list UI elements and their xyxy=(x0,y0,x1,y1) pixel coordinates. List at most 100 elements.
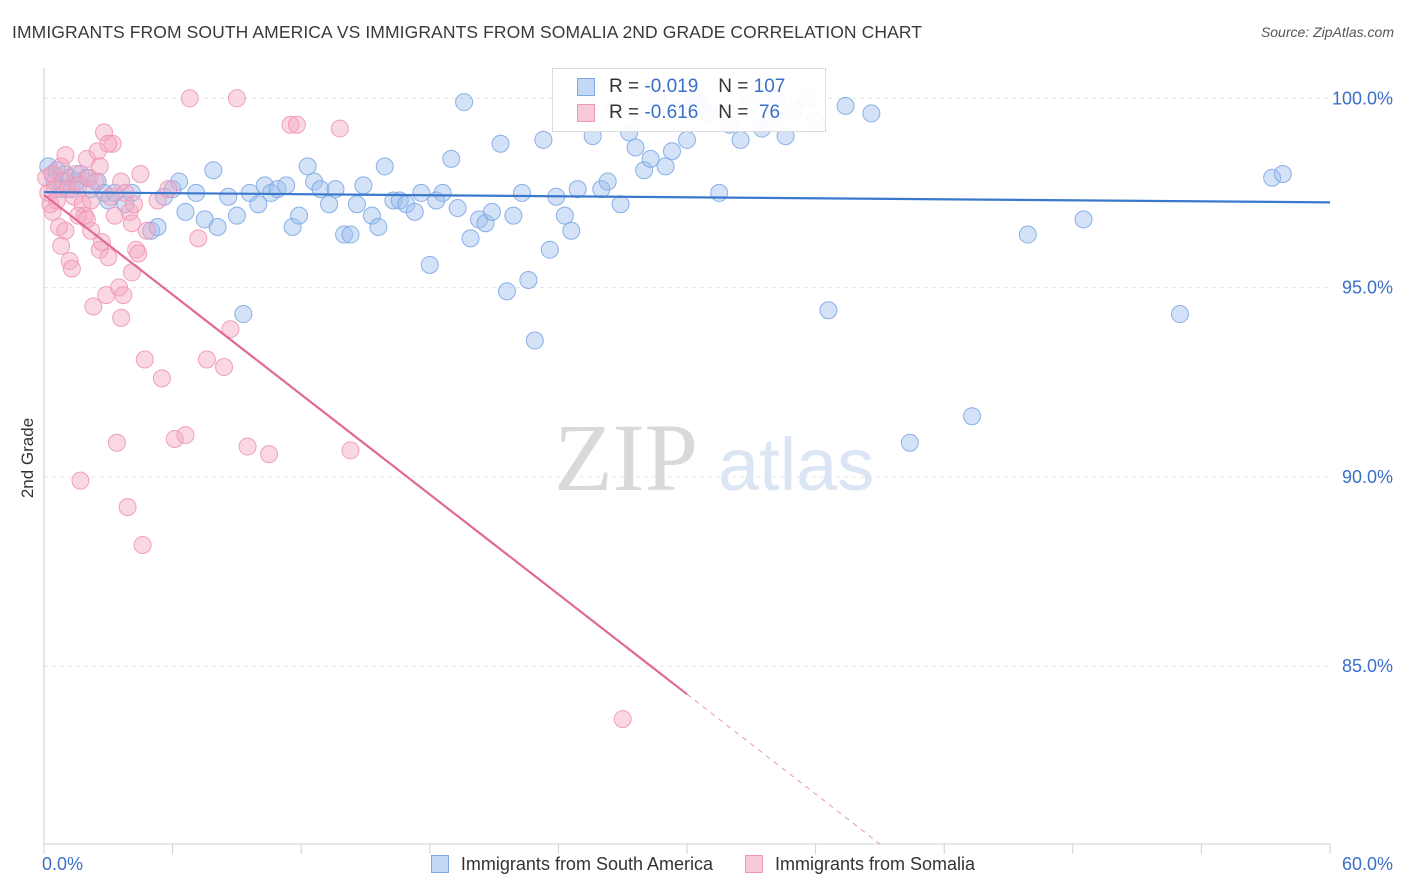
point-somalia xyxy=(131,164,150,183)
point-south-america xyxy=(491,134,510,153)
point-somalia xyxy=(43,202,62,221)
point-south-america xyxy=(562,221,581,240)
point-south-america xyxy=(305,172,324,191)
stats-legend: R = -0.019 N = 107 R = -0.616 N = 76 xyxy=(552,68,826,132)
point-south-america xyxy=(512,183,531,202)
x-tick-label: 0.0% xyxy=(42,854,83,874)
point-somalia xyxy=(330,119,349,138)
legend-r-value: -0.616 xyxy=(644,102,699,123)
point-south-america xyxy=(641,149,660,168)
series-legend: Immigrants from South America Immigrants… xyxy=(0,852,1406,876)
legend-n-label: N = xyxy=(718,102,749,123)
point-south-america xyxy=(347,195,366,214)
point-somalia xyxy=(159,180,178,199)
point-south-america xyxy=(170,172,189,191)
point-south-america xyxy=(656,157,675,176)
point-south-america xyxy=(662,142,681,161)
point-south-america xyxy=(731,130,750,149)
legend-r-value: -0.019 xyxy=(644,76,699,97)
point-somalia xyxy=(114,286,133,305)
point-south-america xyxy=(1018,225,1037,244)
grid-lines xyxy=(44,97,1330,667)
point-south-america xyxy=(148,217,167,236)
point-south-america xyxy=(341,225,360,244)
point-south-america xyxy=(635,161,654,180)
y-tick-label: 95.0% xyxy=(1342,278,1393,298)
point-south-america xyxy=(900,433,919,452)
legend-swatch-blue xyxy=(430,855,449,873)
point-south-america xyxy=(598,172,617,191)
point-somalia xyxy=(99,134,118,153)
point-somalia xyxy=(221,320,240,339)
point-south-america xyxy=(525,331,544,350)
tick-labels: 85.0% 90.0% 95.0% 100.0% 0.0% 60.0% xyxy=(42,88,1393,874)
point-south-america xyxy=(836,96,855,115)
y-tick-label: 85.0% xyxy=(1342,656,1393,676)
point-somalia xyxy=(101,187,120,206)
point-south-america xyxy=(375,157,394,176)
point-south-america xyxy=(290,206,309,225)
point-somalia xyxy=(73,195,92,214)
watermark: ZIP atlas xyxy=(554,404,874,511)
legend-n-value: 76 xyxy=(758,102,781,123)
point-somalia xyxy=(77,210,96,229)
point-somalia xyxy=(260,445,279,464)
point-somalia xyxy=(82,191,101,210)
point-south-america xyxy=(227,206,246,225)
legend-n-value: 107 xyxy=(753,76,786,97)
series-south-america-points xyxy=(39,89,1292,452)
point-somalia xyxy=(180,89,199,108)
point-south-america xyxy=(710,183,729,202)
point-south-america xyxy=(626,138,645,157)
point-somalia xyxy=(118,498,137,517)
point-south-america xyxy=(555,206,574,225)
point-south-america xyxy=(298,157,317,176)
point-south-america xyxy=(461,229,480,248)
axes xyxy=(43,68,1331,854)
point-south-america xyxy=(204,161,223,180)
trend-line-south-america xyxy=(43,191,1331,204)
legend-swatch-blue xyxy=(577,78,595,96)
y-tick-label: 90.0% xyxy=(1342,467,1393,487)
point-south-america xyxy=(320,195,339,214)
point-south-america xyxy=(1263,168,1282,187)
legend-r-label: R = xyxy=(609,76,640,97)
point-south-america xyxy=(611,195,630,214)
point-somalia xyxy=(90,157,109,176)
point-somalia xyxy=(135,350,154,369)
point-south-america xyxy=(412,183,431,202)
legend-row-somalia: R = -0.616 N = 76 xyxy=(577,101,780,125)
point-somalia xyxy=(92,233,111,252)
point-somalia xyxy=(103,134,122,153)
point-somalia xyxy=(84,297,103,316)
y-tick-label: 100.0% xyxy=(1332,88,1393,108)
point-somalia xyxy=(137,221,156,240)
point-somalia xyxy=(112,308,131,327)
point-south-america xyxy=(448,199,467,218)
point-somalia xyxy=(88,142,107,161)
point-south-america xyxy=(208,217,227,236)
point-south-america xyxy=(455,93,474,112)
point-somalia xyxy=(71,471,90,490)
x-tick-label: 60.0% xyxy=(1342,854,1393,874)
legend-label-south-america: Immigrants from South America xyxy=(460,853,714,874)
point-somalia xyxy=(189,229,208,248)
point-somalia xyxy=(287,115,306,134)
point-somalia xyxy=(62,259,81,278)
point-somalia xyxy=(69,176,88,195)
watermark-atlas: atlas xyxy=(718,423,874,506)
point-somalia xyxy=(176,426,195,445)
point-south-america xyxy=(534,130,553,149)
point-south-america xyxy=(1273,164,1292,183)
point-south-america xyxy=(249,195,268,214)
point-somalia xyxy=(56,221,75,240)
point-somalia xyxy=(86,172,105,191)
point-south-america xyxy=(963,407,982,426)
point-south-america xyxy=(354,176,373,195)
point-somalia xyxy=(107,433,126,452)
legend-r-label: R = xyxy=(609,102,640,123)
legend-swatch-pink xyxy=(577,104,595,122)
point-somalia xyxy=(99,248,118,267)
point-south-america xyxy=(476,214,495,233)
